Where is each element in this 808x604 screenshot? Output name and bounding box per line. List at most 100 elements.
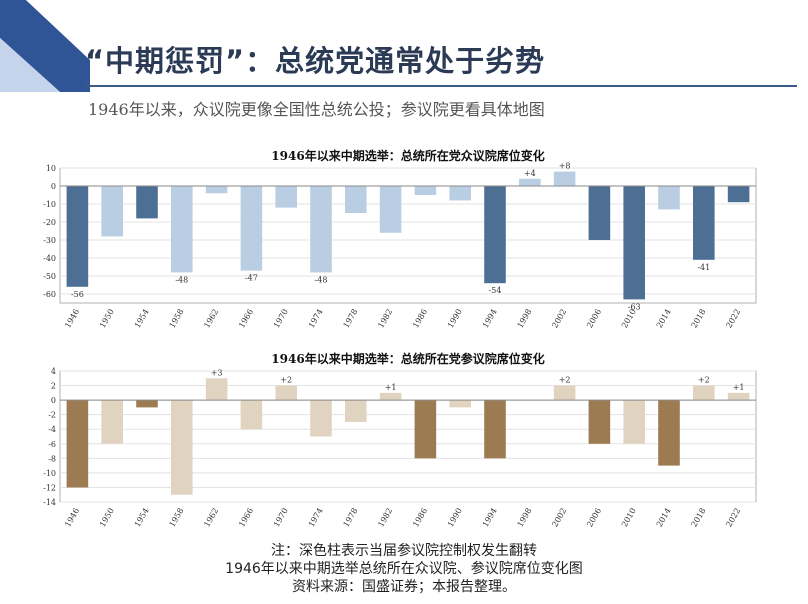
chart0-data-label: -48 xyxy=(175,275,188,284)
chart1-y-tick-label: 2 xyxy=(51,382,56,391)
title-divider xyxy=(85,85,797,87)
chart1-x-tick-label: 1994 xyxy=(481,507,499,529)
chart0-y-tick-label: -20 xyxy=(43,218,56,227)
chart0-x-tick-label: 1954 xyxy=(133,308,151,330)
chart0-bar xyxy=(66,186,89,287)
chart0-plot-frame xyxy=(59,167,757,304)
chart0-y-tick-label: -10 xyxy=(43,200,56,209)
chart1-y-tick-label: -14 xyxy=(43,498,56,507)
chart0-y-tick-label: -30 xyxy=(43,236,56,245)
chart0-data-label: -48 xyxy=(315,275,328,284)
chart1-bar xyxy=(693,385,715,401)
chart1-bar xyxy=(136,400,158,408)
chart1-y-tick-label: -10 xyxy=(43,469,56,478)
chart0-x-tick-label: 1958 xyxy=(168,308,186,330)
chart1-bar xyxy=(623,400,645,444)
chart1-bar xyxy=(66,400,89,488)
chart0-bar xyxy=(171,186,193,273)
chart1-y-tick-label: -2 xyxy=(48,411,56,420)
chart0-x-tick-label: 2006 xyxy=(585,308,603,330)
chart1-x-tick-label: 1954 xyxy=(133,507,151,529)
chart0-bar xyxy=(310,186,332,273)
chart1-x-tick-label: 2018 xyxy=(690,507,708,529)
chart0-bar xyxy=(275,186,297,208)
chart0-y-tick-label: 10 xyxy=(46,164,56,173)
chart1-bar xyxy=(484,400,506,459)
chart0-bar xyxy=(553,171,576,186)
chart1-x-tick-label: 1958 xyxy=(168,507,186,529)
chart1-data-label: +2 xyxy=(698,376,710,385)
chart0-x-tick-label: 2022 xyxy=(724,308,742,330)
chart1-data-label: +1 xyxy=(733,383,745,392)
chart0-x-tick-label: 1978 xyxy=(342,308,360,330)
chart0-x-tick-label: 1946 xyxy=(63,308,81,330)
chart0-x-tick-label: 1986 xyxy=(411,308,429,330)
chart0-bar xyxy=(136,186,158,219)
slide-subtitle: 1946年以来，众议院更像全国性总统公投；参议院更看具体地图 xyxy=(88,100,545,119)
chart1-y-tick-label: -6 xyxy=(48,440,56,449)
chart0-data-label: +8 xyxy=(559,162,571,171)
chart1-bar xyxy=(171,400,193,495)
chart1-plot-frame xyxy=(59,370,757,503)
chart0-data-label: -54 xyxy=(489,286,502,295)
chart0-bar xyxy=(588,186,611,240)
chart1-data-label: +1 xyxy=(385,383,397,392)
chart1-x-tick-label: 2006 xyxy=(585,507,603,529)
slide-title: “中期惩罚”：总统党通常处于劣势 xyxy=(85,44,546,78)
chart0-bar xyxy=(484,186,506,284)
house-chart-svg: 1946年以来中期选举：总统所在党众议院席位变化 10 0 -10 -20 -30 -40 -… xyxy=(43,148,757,330)
chart1-x-tick-label: 1986 xyxy=(411,507,429,529)
chart0-bar xyxy=(205,186,228,194)
chart0-x-tick-label: 1950 xyxy=(98,308,116,330)
chart1-y-tick-label: 4 xyxy=(51,367,56,376)
chart1-x-tick-label: 1962 xyxy=(202,507,220,529)
chart0-y-tick-label: -60 xyxy=(43,290,56,299)
chart0-x-tick-label: 2018 xyxy=(690,308,708,330)
chart0-bar xyxy=(345,186,367,213)
chart1-data-label: +3 xyxy=(211,368,223,377)
chart0-bar xyxy=(414,186,437,195)
chart1-bar xyxy=(275,385,297,401)
chart0-data-label: -41 xyxy=(697,263,710,272)
chart0-x-tick-label: 2010 xyxy=(620,308,638,330)
chart0-y-tick-label: -40 xyxy=(43,254,56,263)
chart0-y-tick-label: -50 xyxy=(43,272,56,281)
chart1-y-tick-label: 0 xyxy=(51,396,56,405)
chart1-bar xyxy=(727,392,750,401)
chart1-x-tick-label: 1990 xyxy=(446,507,464,529)
chart0-title: 1946年以来中期选举：总统所在党众议院席位变化 xyxy=(271,148,544,163)
chart0-x-tick-label: 1990 xyxy=(446,308,464,330)
chart1-title: 1946年以来中期选举：总统所在党参议院席位变化 xyxy=(271,351,544,366)
senate-seat-change-chart: 1946年以来中期选举：总统所在党参议院席位变化 4 2 0 -2 -4 -6 -8 -10 -1… xyxy=(30,350,790,528)
chart0-bar xyxy=(519,178,541,186)
chart1-x-tick-label: 1946 xyxy=(63,507,81,529)
chart1-bar xyxy=(310,400,332,437)
chart0-y-tick-label: 0 xyxy=(51,182,56,191)
chart1-bar xyxy=(379,392,402,401)
chart1-bar xyxy=(101,400,123,444)
chart0-x-tick-label: 2014 xyxy=(655,308,673,330)
chart1-bar xyxy=(414,400,437,459)
chart1-x-tick-label: 1966 xyxy=(237,507,255,529)
chart1-y-tick-label: -8 xyxy=(48,454,56,463)
chart1-bar xyxy=(449,400,471,408)
chart1-x-tick-label: 2002 xyxy=(550,507,568,529)
chart1-x-tick-label: 1998 xyxy=(516,507,534,529)
chart1-x-tick-label: 1950 xyxy=(98,507,116,529)
chart0-bar xyxy=(240,186,263,271)
senate-chart-svg: 1946年以来中期选举：总统所在党参议院席位变化 4 2 0 -2 -4 -6 -8 -10 -1… xyxy=(43,351,757,529)
chart1-bar xyxy=(658,400,680,466)
chart0-data-label: +4 xyxy=(524,169,536,178)
chart1-x-tick-label: 1970 xyxy=(272,507,290,529)
footer-source: 资料来源：国盛证券；本报告整理。 xyxy=(292,579,516,595)
chart0-bar xyxy=(693,186,715,260)
chart1-x-tick-label: 2022 xyxy=(724,507,742,529)
chart1-bar xyxy=(553,385,576,401)
chart1-data-label: +2 xyxy=(559,376,571,385)
chart0-x-tick-label: 1994 xyxy=(481,308,499,330)
chart1-bar xyxy=(588,400,611,444)
chart0-x-tick-label: 1966 xyxy=(237,308,255,330)
chart0-x-tick-label: 1962 xyxy=(202,308,220,330)
footer-caption: 1946年以来中期选举总统所在众议院、参议院席位变化图 xyxy=(225,561,583,577)
chart1-bar xyxy=(240,400,263,430)
